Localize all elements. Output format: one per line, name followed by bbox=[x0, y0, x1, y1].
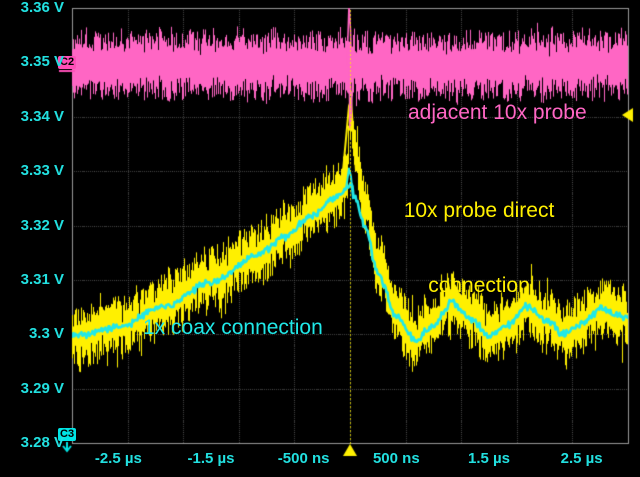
waveform-plot-canvas[interactable] bbox=[0, 0, 640, 477]
oscilloscope-screen: adjacent 10x probe 10x probe direct conn… bbox=[0, 0, 640, 477]
